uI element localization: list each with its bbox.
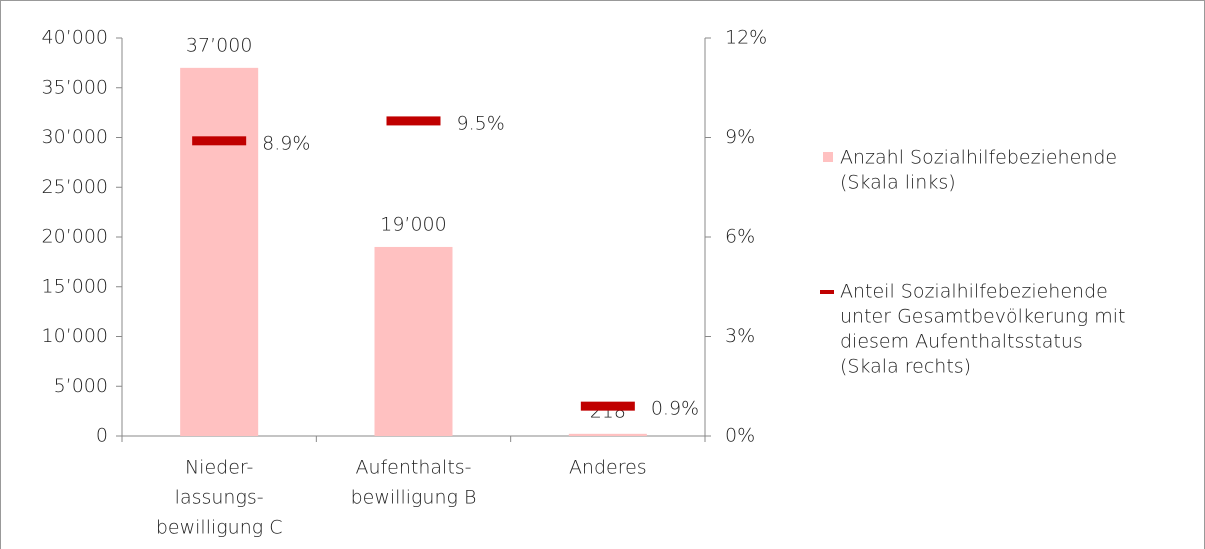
bar-value-label: 37’000 [186,34,252,56]
x-tick-label: lassungs- [175,487,264,509]
x-tick-label: Aufenthalts- [355,457,471,479]
x-tick-label: bewilligung C [156,517,283,539]
legend-label: Anzahl Sozialhilfebeziehende [840,147,1117,169]
legend-label: unter Gesamtbevölkerung mit [840,306,1125,328]
y-tick-label: 25’000 [42,176,108,198]
y2-tick-label: 3% [725,325,755,347]
y2-tick-label: 0% [725,425,755,447]
legend-label: (Skala rechts) [840,356,971,378]
y-tick-label: 0 [96,425,108,447]
legend-swatch [823,152,833,162]
legend-swatch [820,290,834,294]
y2-tick-label: 9% [725,126,755,148]
x-tick-label: Nieder- [185,457,253,479]
marker [386,116,441,126]
y-tick-label: 20’000 [42,226,108,248]
y-tick-label: 10’000 [42,325,108,347]
bar [568,433,647,436]
y-tick-label: 35’000 [42,76,108,98]
legend-label: (Skala links) [840,172,956,194]
bar [180,67,259,436]
marker [192,136,247,146]
marker-value-label: 0.9% [651,398,699,420]
bar [374,246,453,436]
legend-label: diesem Aufenthaltsstatus [840,331,1083,353]
marker-value-label: 9.5% [457,112,505,134]
y2-tick-label: 12% [725,27,767,49]
y-tick-label: 5’000 [54,375,108,397]
y-tick-label: 40’000 [42,27,108,49]
x-tick-label: Anderes [569,457,647,479]
y-tick-label: 30’000 [42,126,108,148]
legend-label: Anteil Sozialhilfebeziehende [840,281,1108,303]
marker [580,401,635,411]
y2-tick-label: 6% [725,226,755,248]
y-tick-label: 15’000 [42,275,108,297]
x-tick-label: bewilligung B [351,487,477,509]
marker-value-label: 8.9% [262,132,310,154]
bar-value-label: 19’000 [380,213,446,235]
